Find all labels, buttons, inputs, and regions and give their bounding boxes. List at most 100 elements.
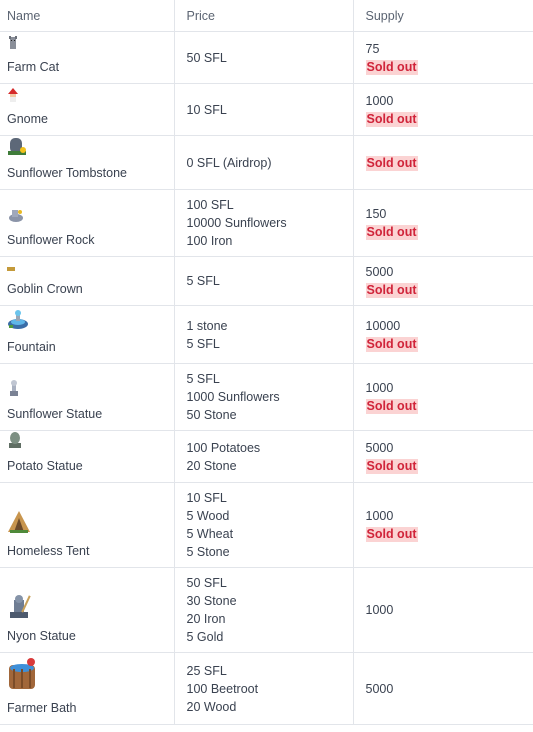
price-line: 1 stone bbox=[186, 318, 228, 333]
supply-value: 1000 bbox=[365, 93, 394, 108]
header-row: Name Price Supply bbox=[0, 0, 533, 32]
price-line: 50 SFL bbox=[186, 50, 227, 65]
goblin-crown-icon bbox=[7, 259, 174, 277]
item-name: Homeless Tent bbox=[7, 544, 90, 558]
supply-value: 150 bbox=[365, 207, 387, 221]
price-line: 20 Wood bbox=[186, 699, 237, 714]
item-name: Goblin Crown bbox=[7, 282, 83, 296]
price-line: 20 Stone bbox=[186, 458, 237, 473]
sunflower-rock-icon bbox=[7, 207, 174, 228]
table-row: Homeless Tent 10 SFL 5 Wood 5 Wheat 5 Stone 1… bbox=[0, 482, 533, 568]
table-row: Farmer Bath 25 SFL 100 Beetroot 20 Wood 5000 bbox=[0, 652, 533, 725]
item-price-cell: 5 SFL bbox=[173, 256, 353, 306]
item-price-cell: 25 SFL 100 Beetroot 20 Wood bbox=[173, 652, 353, 725]
item-supply-cell: 10000 Sold out bbox=[352, 305, 533, 364]
header-supply: Supply bbox=[352, 0, 533, 32]
table-row: Nyon Statue 50 SFL 30 Stone 20 Iron 5 Gold 10… bbox=[0, 567, 533, 653]
price-line: 20 Iron bbox=[186, 612, 226, 626]
item-supply-cell: 150 Sold out bbox=[352, 189, 533, 257]
item-supply-cell: 1000 Sold out bbox=[352, 83, 533, 136]
sunflower-statue-icon bbox=[7, 379, 174, 402]
supply-value: 5000 bbox=[365, 265, 394, 279]
table-row: Farm Cat 50 SFL 75 Sold out bbox=[0, 31, 533, 84]
item-name-cell: Potato Statue bbox=[0, 430, 174, 483]
item-price-cell: 10 SFL bbox=[173, 83, 353, 136]
price-line: 10000 Sunflowers bbox=[186, 216, 287, 230]
price-line: 5 Wood bbox=[186, 509, 230, 523]
item-name: Farmer Bath bbox=[7, 701, 77, 715]
item-name-cell: Farm Cat bbox=[0, 31, 174, 84]
item-name: Gnome bbox=[7, 112, 48, 126]
supply-value: 1000 bbox=[365, 603, 394, 617]
price-line: 1000 Sunflowers bbox=[186, 390, 280, 404]
item-supply-cell: Sold out bbox=[352, 135, 533, 190]
supply-value: 1000 bbox=[365, 509, 394, 523]
supply-value: 1000 bbox=[365, 381, 394, 395]
item-name-cell: Farmer Bath bbox=[0, 652, 174, 725]
item-name: Sunflower Statue bbox=[7, 407, 103, 421]
price-line: 5 Wheat bbox=[186, 527, 234, 541]
price-line: 100 Potatoes bbox=[186, 440, 261, 455]
price-line: 50 SFL bbox=[186, 576, 227, 590]
item-name-cell: Sunflower Statue bbox=[0, 363, 174, 431]
sold-out-badge: Sold out bbox=[365, 458, 418, 474]
table-row: Sunflower Tombstone 0 SFL (Airdrop) Sold o… bbox=[0, 135, 533, 190]
supply-value: 5000 bbox=[365, 440, 394, 455]
sold-out-badge: Sold out bbox=[365, 336, 418, 352]
fountain-icon bbox=[7, 310, 174, 335]
supply-value: 5000 bbox=[365, 681, 394, 696]
price-line: 100 Beetroot bbox=[186, 681, 259, 696]
price-line: 100 Iron bbox=[186, 234, 233, 248]
table-row: Sunflower Rock 100 SFL 10000 Sunflowers 100… bbox=[0, 189, 533, 257]
sold-out-badge: Sold out bbox=[365, 155, 418, 171]
price-line: 30 Stone bbox=[186, 594, 237, 608]
item-name-cell: Gnome bbox=[0, 83, 174, 136]
item-name-cell: Homeless Tent bbox=[0, 482, 174, 568]
supply-value: 10000 bbox=[365, 318, 401, 333]
table-row: Goblin Crown 5 SFL 5000 Sold out bbox=[0, 256, 533, 306]
supply-value: 75 bbox=[365, 41, 380, 56]
item-supply-cell: 5000 bbox=[352, 652, 533, 725]
table-row: Sunflower Statue 5 SFL 1000 Sunflowers 50 S… bbox=[0, 363, 533, 431]
price-line: 10 SFL bbox=[186, 102, 227, 117]
item-price-cell: 100 SFL 10000 Sunflowers 100 Iron bbox=[173, 189, 353, 257]
item-name: Farm Cat bbox=[7, 60, 60, 74]
price-line: 100 SFL bbox=[186, 198, 234, 212]
item-name: Sunflower Tombstone bbox=[7, 166, 127, 180]
header-name: Name bbox=[0, 0, 174, 32]
sold-out-badge: Sold out bbox=[365, 399, 418, 414]
gnome-icon bbox=[7, 88, 174, 107]
nyon-statue-icon bbox=[7, 593, 174, 624]
tent-icon bbox=[7, 510, 174, 539]
item-price-cell: 50 SFL bbox=[173, 31, 353, 84]
sold-out-badge: Sold out bbox=[365, 111, 418, 127]
item-supply-cell: 5000 Sold out bbox=[352, 430, 533, 483]
price-line: 5 SFL bbox=[186, 336, 220, 351]
item-price-cell: 0 SFL (Airdrop) bbox=[173, 135, 353, 190]
price-line: 10 SFL bbox=[186, 491, 227, 505]
price-line: 5 Gold bbox=[186, 630, 224, 644]
item-name-cell: Goblin Crown bbox=[0, 256, 174, 306]
table-row: Gnome 10 SFL 1000 Sold out bbox=[0, 83, 533, 136]
price-line: 5 Stone bbox=[186, 545, 230, 559]
price-line: 50 Stone bbox=[186, 408, 237, 422]
item-price-cell: 100 Potatoes 20 Stone bbox=[173, 430, 353, 483]
item-supply-cell: 1000 bbox=[352, 567, 533, 653]
item-price-cell: 5 SFL 1000 Sunflowers 50 Stone bbox=[173, 363, 353, 431]
item-price-cell: 10 SFL 5 Wood 5 Wheat 5 Stone bbox=[173, 482, 353, 568]
table-row: Potato Statue 100 Potatoes 20 Stone 5000 Sol… bbox=[0, 430, 533, 483]
farm-cat-icon bbox=[7, 36, 174, 55]
item-name: Potato Statue bbox=[7, 459, 83, 473]
price-line: 5 SFL bbox=[186, 372, 220, 386]
sold-out-badge: Sold out bbox=[365, 283, 418, 298]
item-supply-cell: 1000 Sold out bbox=[352, 482, 533, 568]
item-supply-cell: 5000 Sold out bbox=[352, 256, 533, 306]
item-supply-cell: 75 Sold out bbox=[352, 31, 533, 84]
price-line: 25 SFL bbox=[186, 663, 227, 678]
table-row: Fountain 1 stone 5 SFL 10000 Sold out bbox=[0, 305, 533, 364]
item-name: Sunflower Rock bbox=[7, 233, 95, 247]
item-price-cell: 1 stone 5 SFL bbox=[173, 305, 353, 364]
sold-out-badge: Sold out bbox=[365, 59, 418, 75]
sold-out-badge: Sold out bbox=[365, 225, 418, 240]
